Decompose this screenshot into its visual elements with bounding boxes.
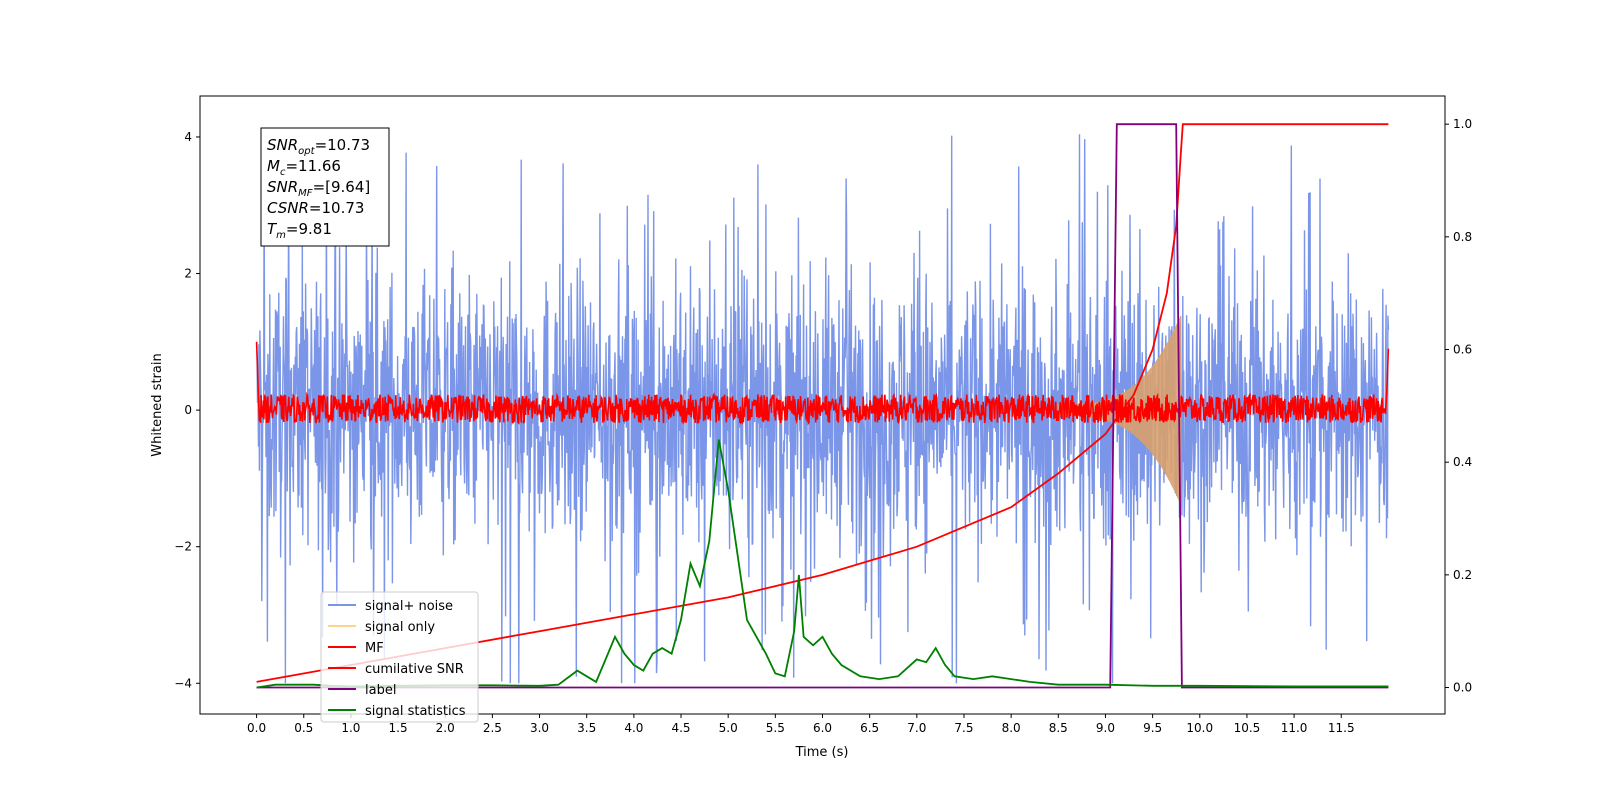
x-tick-label: 9.5 (1143, 721, 1162, 735)
x-tick-label: 6.0 (813, 721, 832, 735)
x-tick-label: 3.5 (577, 721, 596, 735)
series-mf (255, 341, 1390, 426)
x-tick-label: 4.0 (624, 721, 643, 735)
y-tick-label: 0 (184, 403, 192, 417)
annotation-symbol: CSNR (267, 199, 309, 217)
legend: signal+ noise signal only MF cumilative SNR… (320, 591, 479, 723)
annotation-line: SNRopt=10.73 (267, 136, 370, 157)
annotation-symbol: T (267, 220, 278, 238)
y2-tick-label: 0.6 (1453, 343, 1472, 357)
series-signal-statistics (256, 439, 1389, 689)
x-tick-label: 2.5 (483, 721, 502, 735)
y-tick-label: 4 (184, 130, 192, 144)
y-axis-right: 1.0 0.8 0.6 0.4 0.2 0.0 (1445, 117, 1472, 695)
annotation-subscript: MF (298, 188, 313, 199)
x-axis: 0.0 0.5 1.0 1.5 2.0 2.5 3.0 3.5 4.0 4.5 5.0 5.5 6.0 6… (247, 714, 1355, 735)
x-tick-label: 7.5 (954, 721, 973, 735)
annotation-line: SNRMF=[9.64] (267, 178, 370, 199)
y2-tick-label: 1.0 (1453, 117, 1472, 131)
plot-area (255, 123, 1390, 689)
series-signal-noise (255, 134, 1390, 684)
y2-tick-label: 0.4 (1453, 455, 1472, 469)
legend-label: cumilative SNR (365, 662, 464, 677)
x-tick-label: 2.0 (436, 721, 455, 735)
annotation-value: =[9.64] (313, 178, 371, 196)
x-tick-label: 0.0 (247, 721, 266, 735)
annotation-value: =10.73 (309, 199, 365, 217)
x-tick-label: 10.0 (1186, 721, 1213, 735)
x-tick-label: 1.0 (341, 721, 360, 735)
annotation-subscript: opt (298, 146, 315, 157)
legend-label: signal only (365, 620, 435, 635)
series-label (256, 123, 1389, 689)
annotation-value: =9.81 (286, 220, 332, 238)
legend-label: label (365, 683, 396, 698)
y-axis-left: 4 2 0 −2 −4 (174, 130, 200, 690)
annotation-symbol: M (267, 157, 280, 175)
annotation-line: CSNR=10.73 (267, 199, 364, 217)
x-tick-label: 6.5 (860, 721, 879, 735)
x-tick-label: 5.5 (766, 721, 785, 735)
x-tick-label: 11.0 (1281, 721, 1308, 735)
annotation-symbol: SNR (267, 136, 298, 154)
annotation-line: Mc=11.66 (267, 157, 341, 178)
x-tick-label: 9.0 (1096, 721, 1115, 735)
x-tick-label: 8.0 (1002, 721, 1021, 735)
x-tick-label: 3.0 (530, 721, 549, 735)
y-tick-label: −4 (174, 676, 192, 690)
annotation-line: Tm=9.81 (267, 220, 332, 241)
y-axis-label: Whitened strain (150, 353, 165, 456)
x-axis-label: Time (s) (795, 745, 849, 760)
x-tick-label: 7.0 (907, 721, 926, 735)
x-tick-label: 10.5 (1234, 721, 1261, 735)
annotation-symbol: SNR (267, 178, 298, 196)
x-tick-label: 1.5 (389, 721, 408, 735)
annotation-subscript: c (280, 167, 286, 178)
y-tick-label: 2 (184, 267, 192, 281)
x-tick-label: 11.5 (1328, 721, 1355, 735)
parameter-annotation-box: SNRopt=10.73Mc=11.66SNRMF=[9.64]CSNR=10.… (260, 127, 390, 247)
annotation-value: =10.73 (315, 136, 371, 154)
x-tick-label: 8.5 (1049, 721, 1068, 735)
x-tick-label: 0.5 (294, 721, 313, 735)
y2-tick-label: 0.2 (1453, 568, 1472, 582)
x-tick-label: 5.0 (719, 721, 738, 735)
legend-label: signal statistics (365, 704, 466, 719)
annotation-value: =11.66 (285, 157, 341, 175)
x-tick-label: 4.5 (671, 721, 690, 735)
legend-label: MF (365, 641, 384, 656)
y2-tick-label: 0.8 (1453, 230, 1472, 244)
y-tick-label: −2 (174, 540, 192, 554)
legend-frame (320, 591, 479, 723)
annotation-subscript: m (276, 230, 286, 241)
y2-tick-label: 0.0 (1453, 681, 1472, 695)
legend-label: signal+ noise (365, 599, 453, 614)
annotation-frame (260, 127, 390, 247)
